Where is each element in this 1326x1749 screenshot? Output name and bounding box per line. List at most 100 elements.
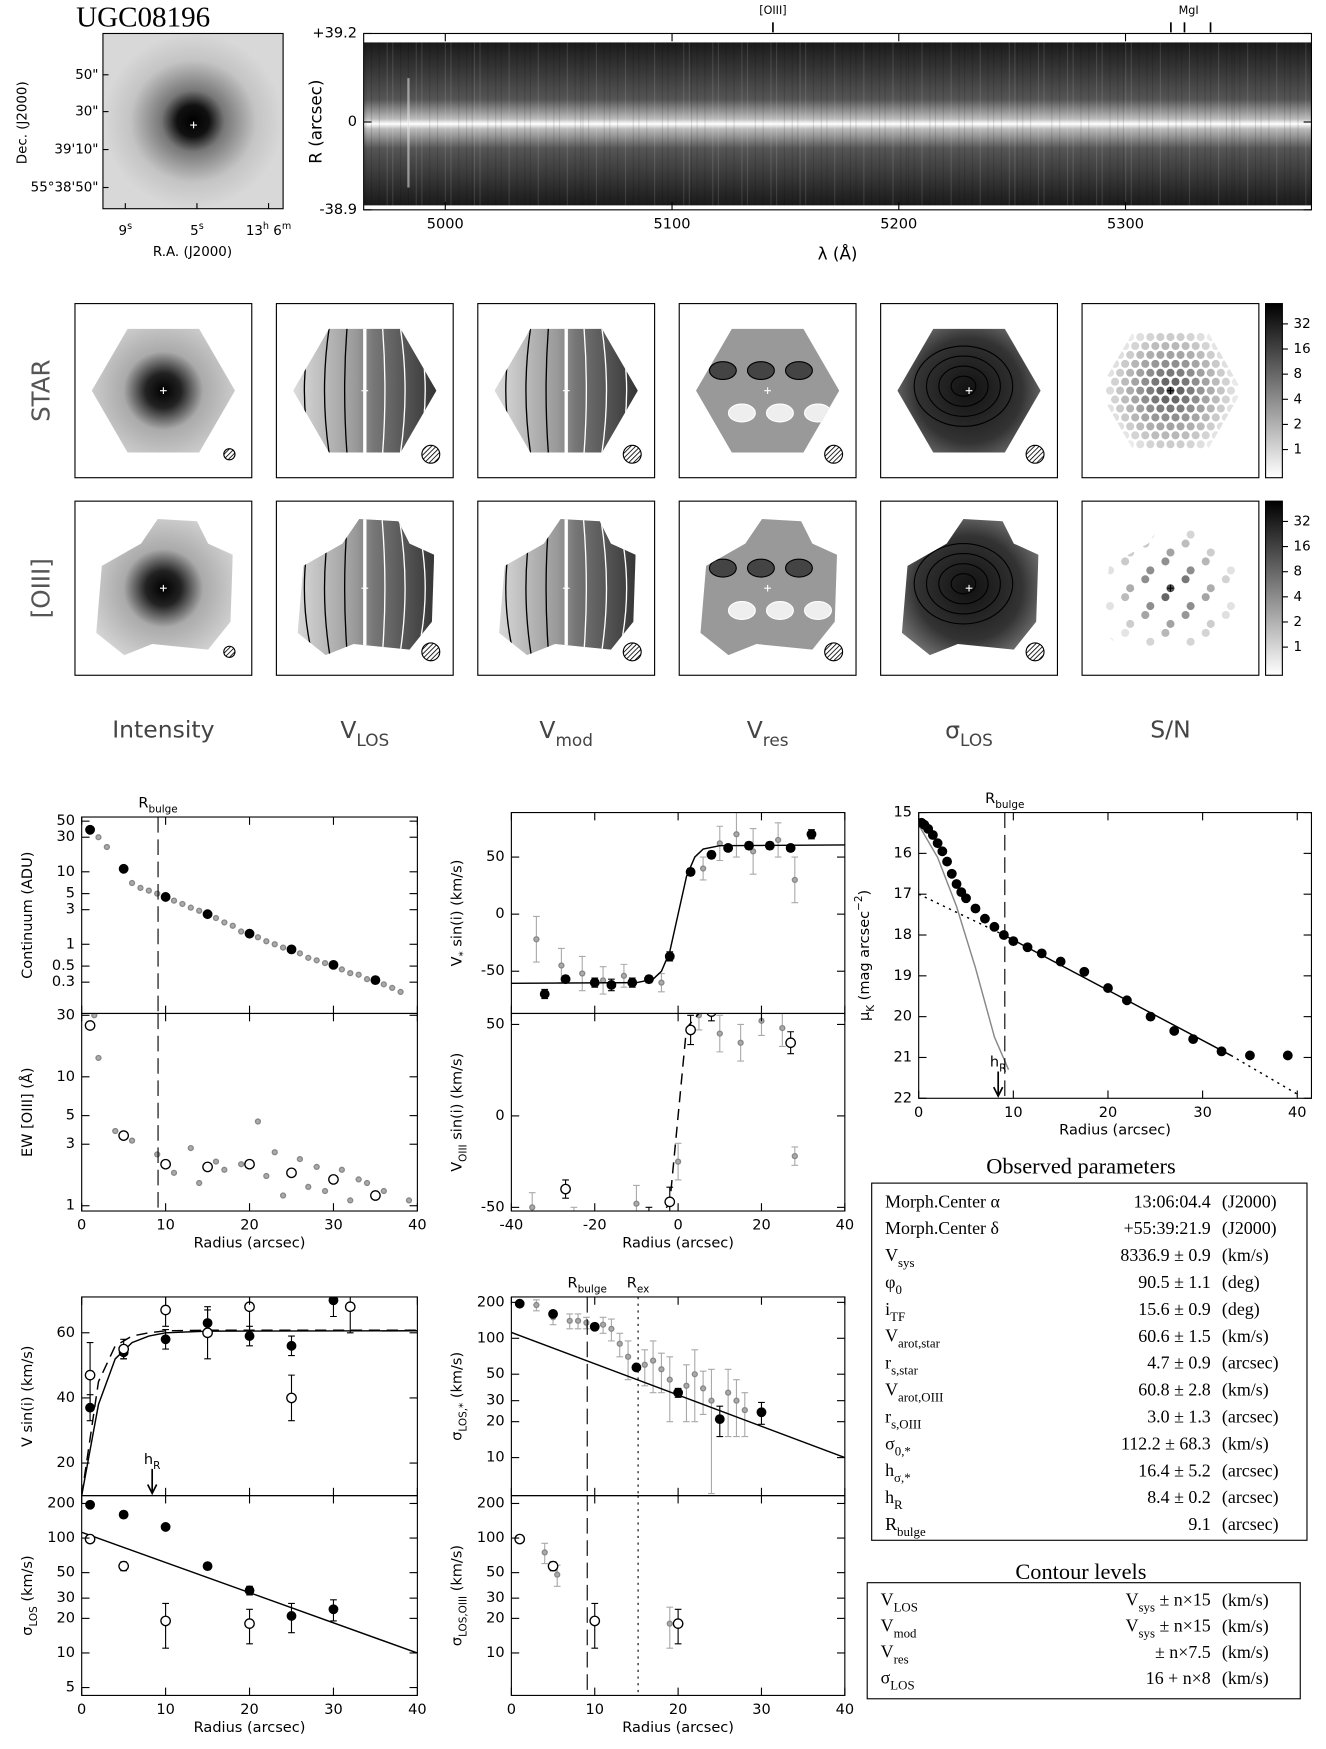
data-point (806, 829, 817, 840)
data-point (244, 1618, 255, 1629)
x-tick-label: 20 (752, 1218, 771, 1234)
param-value: 60.6 ± 1.5 (1138, 1326, 1211, 1346)
data-point (683, 1382, 690, 1389)
thumbnail-image (102, 32, 284, 210)
data-point (533, 1301, 540, 1309)
sn-dot (1161, 359, 1170, 368)
x-tick-label: 5200 (880, 216, 917, 232)
param-unit: (deg) (1222, 1272, 1260, 1293)
y-axis-label-part: (km/s) (20, 1555, 36, 1606)
param-value: 8.4 ± 0.2 (1147, 1487, 1211, 1507)
data-point (389, 984, 396, 992)
x-axis-label: λ (Å) (818, 242, 858, 263)
sn-dot (1161, 431, 1170, 440)
param-value-part: ± n×15 (1155, 1590, 1211, 1610)
beam (223, 448, 236, 461)
data-point (103, 843, 110, 851)
colorbar-label: 32 (1294, 317, 1311, 332)
sn-dot (1186, 530, 1195, 539)
y-axis-label-part: sin(i) (km/s) (450, 860, 466, 952)
y-tick-label: 0 (348, 114, 357, 130)
y-tick-label: 15 (893, 805, 912, 821)
param-value: 112.2 ± 68.3 (1121, 1433, 1211, 1453)
param-value: 60.8 ± 2.8 (1138, 1380, 1211, 1400)
param-value-part: V (1126, 1616, 1139, 1636)
data-point (244, 1585, 255, 1596)
beam (1025, 642, 1045, 662)
y-tick-label: 30 (56, 1007, 75, 1023)
beam (223, 645, 236, 658)
param-value-part: sys (1139, 1601, 1155, 1615)
data-point (951, 879, 962, 889)
data-point (347, 1197, 354, 1204)
error-bar (691, 1349, 699, 1423)
x-tick-label: 5000 (427, 216, 464, 232)
sn-dot (1136, 368, 1145, 377)
reference-label-part: R (568, 1276, 578, 1292)
x-tick-label: 30 (752, 1702, 771, 1718)
contour (925, 355, 1001, 417)
contour (343, 328, 350, 453)
data-point (791, 876, 798, 884)
arrow-label-part: R (999, 1063, 1006, 1075)
reference-label-part: bulge (578, 1284, 607, 1296)
sn-dot (1201, 359, 1210, 368)
param-name-part: LOS (894, 1601, 918, 1615)
data-point (741, 1406, 748, 1414)
sn-dot (1181, 539, 1190, 548)
error-bar (624, 1340, 632, 1381)
y-axis-label: EW [OIII] (Å) (19, 1067, 36, 1156)
y-tick-label: -38.9 (319, 202, 357, 218)
param-name-part: r (885, 1407, 891, 1427)
data-point (589, 977, 600, 988)
x-tick-label: 40 (408, 1702, 427, 1718)
x-tick-label: 40 (1288, 1105, 1307, 1121)
sn-dot (1111, 395, 1120, 404)
x-tick-label: 0 (914, 1105, 923, 1121)
param-name: Vsys (885, 1245, 914, 1270)
column-label: S/N (1150, 716, 1190, 744)
reference-label: Rbulge (985, 791, 1024, 811)
data-point (765, 987, 774, 996)
param-name: iTF (885, 1299, 905, 1324)
sn-dot (1186, 566, 1195, 575)
sn-dot (1201, 628, 1210, 637)
error-bar (766, 979, 773, 1005)
data-point (633, 1200, 640, 1207)
sn-dot (1161, 377, 1170, 386)
x-tick-label: 20 (240, 1218, 259, 1234)
colorbar-label: 1 (1294, 640, 1303, 655)
data-point (370, 1190, 381, 1201)
param-unit: (km/s) (1222, 1642, 1269, 1663)
beam (421, 444, 441, 464)
data-point (254, 934, 262, 941)
data-point (380, 981, 387, 988)
center-cross (160, 584, 167, 592)
contour (525, 328, 536, 453)
y-tick-label: 0.5 (52, 958, 75, 974)
reference-label-part: bulge (995, 799, 1024, 811)
data-point (296, 950, 304, 957)
sn-dot (1121, 395, 1130, 404)
data-point (529, 1204, 536, 1211)
sn-dot (1156, 422, 1165, 431)
sn-dot (1181, 341, 1190, 351)
param-value: +55:39:21.9 (1124, 1218, 1211, 1238)
sn-dot (1171, 377, 1180, 386)
data-point (202, 1561, 213, 1572)
data-point (607, 1217, 616, 1226)
sn-dot (1151, 341, 1160, 351)
data-point (672, 1618, 684, 1629)
sn-dot (1186, 422, 1195, 431)
x-tick-label: 0 (507, 1702, 516, 1718)
contour (784, 361, 813, 381)
data-point (590, 1239, 599, 1248)
sn-dot (1116, 404, 1125, 413)
data-point (229, 922, 236, 929)
data-point (970, 903, 981, 914)
y-tick-label: 1 (66, 936, 75, 952)
arrow-label: hR (144, 1452, 160, 1472)
sn-dot (1176, 386, 1185, 395)
param-name-part: 0,* (895, 1444, 911, 1458)
y-axis-label-part: K (865, 1004, 877, 1012)
